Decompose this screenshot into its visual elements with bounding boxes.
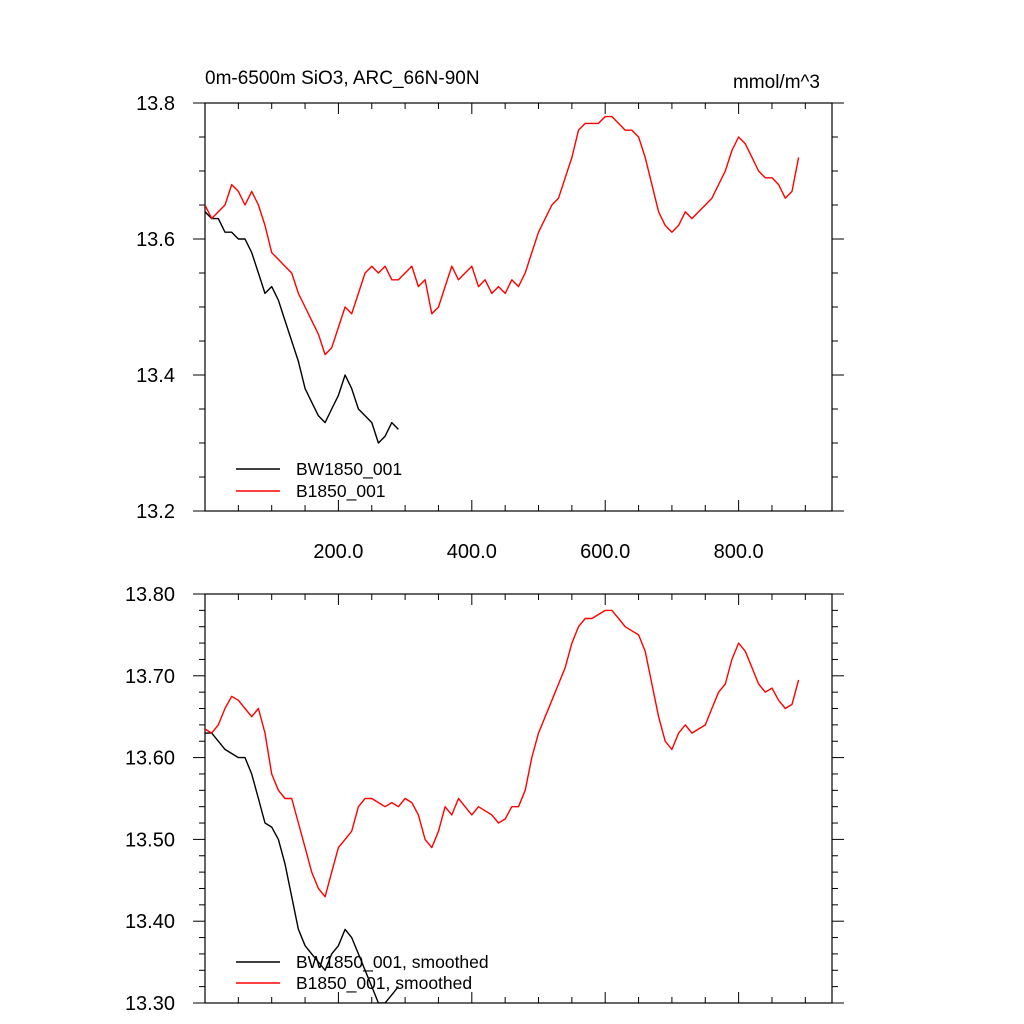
y-tick-label: 13.40 xyxy=(125,911,175,933)
y-tick-label: 13.2 xyxy=(136,501,175,523)
units-label: mmol/m^3 xyxy=(733,72,820,93)
x-tick-label: 200.0 xyxy=(313,541,363,563)
y-tick-label: 13.50 xyxy=(125,829,175,851)
chart-panel-1: 200.0 400.0 600.0 800.0 13.2 13.4 13.6 13.8 0m-6… xyxy=(136,68,844,563)
legend-label: BW1850_001 xyxy=(296,459,402,480)
plot-frame xyxy=(204,593,833,1004)
chart-panel-2: 13.30 13.40 13.50 13.60 13.70 13.80 BW1850_001… xyxy=(125,584,844,1015)
x-tick-label: 400.0 xyxy=(447,541,497,563)
legend-label: B1850_001, smoothed xyxy=(296,973,472,994)
y-tick-label: 13.4 xyxy=(136,365,175,387)
legend-label: B1850_001 xyxy=(296,481,386,502)
plot-frame xyxy=(204,102,833,512)
chart-title: 0m-6500m SiO3, ARC_66N-90N xyxy=(205,68,480,89)
y-tick-label: 13.30 xyxy=(125,993,175,1015)
series-line-1 xyxy=(205,732,399,1003)
y-tick-label: 13.70 xyxy=(125,666,175,688)
y-tick-label: 13.60 xyxy=(125,748,175,770)
series-line-1 xyxy=(205,211,399,444)
x-tick-label: 800.0 xyxy=(714,541,764,563)
y-tick-label: 13.80 xyxy=(125,584,175,606)
series-line-2 xyxy=(205,115,800,356)
series-line-2 xyxy=(205,609,800,898)
x-tick-label: 600.0 xyxy=(580,541,630,563)
y-tick-label: 13.8 xyxy=(136,93,175,115)
y-tick-label: 13.6 xyxy=(136,229,175,251)
legend-label: BW1850_001, smoothed xyxy=(296,952,489,973)
